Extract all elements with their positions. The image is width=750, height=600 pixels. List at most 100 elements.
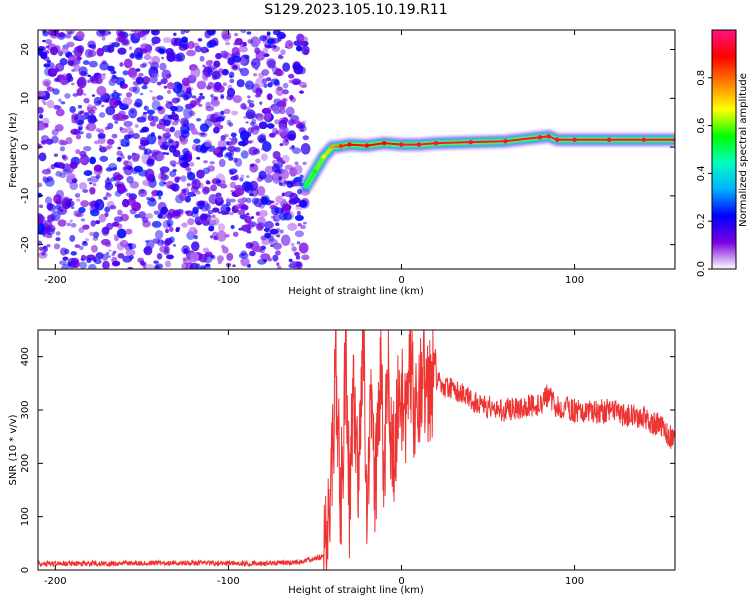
noise-speckle xyxy=(99,155,109,162)
noise-speckle xyxy=(295,45,303,52)
noise-speckle xyxy=(115,112,124,122)
noise-speckle xyxy=(38,122,46,131)
noise-speckle xyxy=(281,154,290,164)
snr-frame xyxy=(37,329,676,571)
noise-speckle xyxy=(181,139,187,143)
noise-speckle xyxy=(82,224,90,230)
snr-y-tick-label: 400 xyxy=(20,347,31,366)
noise-speckle xyxy=(87,107,91,111)
noise-speckle xyxy=(111,133,118,139)
noise-speckle xyxy=(61,140,68,146)
noise-speckle xyxy=(258,210,268,217)
spectrogram-y-tick-label: 0 xyxy=(20,144,31,150)
noise-speckle xyxy=(275,195,284,204)
noise-speckle xyxy=(61,47,69,55)
ridge-point xyxy=(537,135,543,140)
noise-speckle xyxy=(87,74,91,78)
noise-speckle xyxy=(128,255,134,260)
noise-speckle xyxy=(156,81,162,86)
noise-speckle xyxy=(242,143,246,147)
noise-speckle xyxy=(38,182,43,188)
noise-speckle xyxy=(45,38,53,45)
noise-speckle xyxy=(139,136,148,143)
noise-speckle xyxy=(162,37,172,43)
noise-speckle xyxy=(261,78,268,85)
snr-y-tick-label: 0 xyxy=(20,567,31,573)
noise-speckle xyxy=(93,96,102,106)
noise-speckle xyxy=(272,164,281,173)
noise-speckle xyxy=(164,136,171,141)
noise-speckle xyxy=(296,121,302,127)
noise-speckle xyxy=(100,104,105,108)
noise-speckle xyxy=(169,170,177,178)
noise-speckle xyxy=(275,69,285,77)
noise-speckle xyxy=(275,250,281,256)
noise-speckle xyxy=(231,110,238,116)
noise-speckle xyxy=(233,157,238,163)
noise-speckle xyxy=(38,222,46,234)
noise-speckle xyxy=(168,226,174,232)
noise-speckle xyxy=(83,145,92,152)
noise-speckle xyxy=(43,56,50,61)
noise-speckle xyxy=(232,64,238,70)
noise-speckle xyxy=(264,232,272,239)
noise-speckle xyxy=(56,161,61,165)
noise-speckle xyxy=(137,31,146,38)
noise-speckle xyxy=(156,190,164,197)
noise-speckle xyxy=(271,45,281,52)
noise-speckle xyxy=(154,230,164,240)
snr-x-tick-label: 0 xyxy=(398,576,404,587)
ridge-point xyxy=(381,140,387,146)
noise-speckle xyxy=(233,42,238,46)
noise-speckle xyxy=(74,244,81,249)
noise-speckle xyxy=(136,51,143,57)
spectrogram-x-ticks: -200 -100 0 100 xyxy=(44,30,584,286)
noise-speckle xyxy=(167,52,172,58)
noise-speckle xyxy=(234,33,238,37)
noise-speckle xyxy=(255,158,261,164)
noise-speckle xyxy=(240,67,250,77)
noise-speckle xyxy=(272,242,283,250)
colorbar-tick-label: 0.6 xyxy=(696,118,707,134)
noise-speckle xyxy=(158,48,166,53)
noise-speckle xyxy=(186,49,196,57)
noise-speckle xyxy=(77,119,85,126)
noise-speckle xyxy=(41,141,46,145)
noise-speckle xyxy=(191,178,201,190)
noise-speckle xyxy=(116,228,127,239)
noise-speckle xyxy=(78,66,88,77)
spectrogram-y-tick-label: -10 xyxy=(20,188,31,204)
noise-speckle xyxy=(125,127,134,134)
noise-speckle xyxy=(244,215,252,224)
noise-speckle xyxy=(199,200,210,212)
noise-speckle xyxy=(226,119,232,126)
noise-speckle xyxy=(128,243,137,250)
noise-speckle xyxy=(122,70,129,76)
noise-speckle xyxy=(107,122,114,130)
noise-speckle xyxy=(247,39,253,44)
noise-speckle xyxy=(142,111,148,115)
noise-speckle xyxy=(67,31,73,35)
noise-speckle xyxy=(299,90,304,94)
noise-speckle xyxy=(46,202,54,211)
ridge-core-segment xyxy=(305,170,316,188)
noise-speckle xyxy=(138,189,148,198)
noise-speckle xyxy=(250,216,255,219)
noise-speckle xyxy=(284,138,289,143)
noise-speckle xyxy=(141,85,148,90)
noise-speckle xyxy=(189,265,194,269)
noise-speckle xyxy=(178,154,189,161)
noise-region xyxy=(38,30,311,269)
noise-speckle xyxy=(75,31,85,40)
noise-speckle xyxy=(201,186,210,195)
noise-speckle xyxy=(211,74,218,81)
noise-speckle xyxy=(90,220,96,227)
noise-speckle xyxy=(82,114,88,119)
noise-speckle xyxy=(82,60,90,66)
noise-speckle xyxy=(226,252,234,261)
noise-speckle xyxy=(148,61,152,65)
noise-speckle xyxy=(291,78,302,85)
noise-speckle xyxy=(238,46,248,53)
noise-speckle xyxy=(213,126,220,134)
noise-speckle xyxy=(259,101,263,105)
